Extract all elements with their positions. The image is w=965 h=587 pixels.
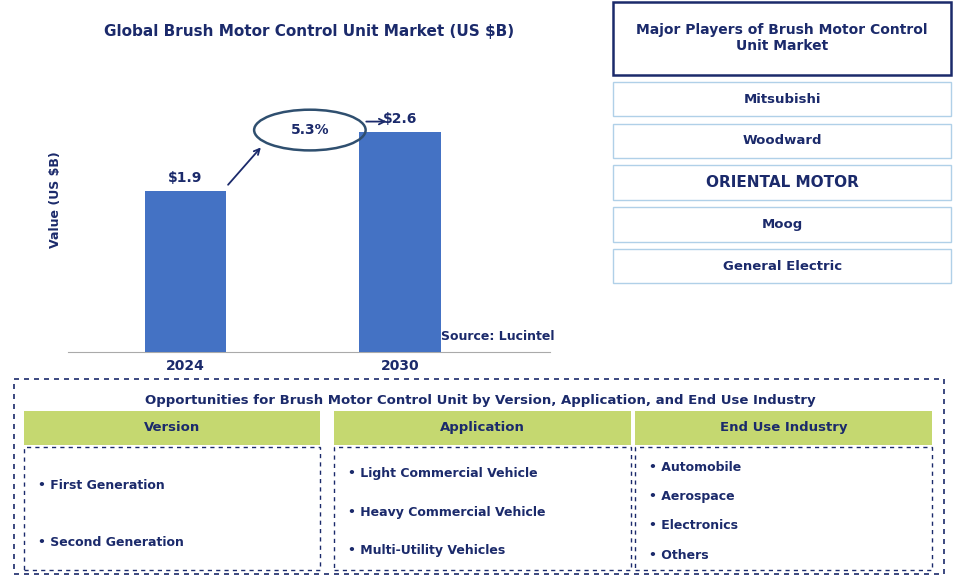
FancyBboxPatch shape — [613, 166, 951, 200]
Text: • Light Commercial Vehicle: • Light Commercial Vehicle — [348, 467, 538, 480]
FancyBboxPatch shape — [613, 249, 951, 284]
Title: Global Brush Motor Control Unit Market (US $B): Global Brush Motor Control Unit Market (… — [104, 24, 514, 39]
Text: • Automobile: • Automobile — [649, 461, 742, 474]
Text: ORIENTAL MOTOR: ORIENTAL MOTOR — [705, 175, 859, 190]
Text: General Electric: General Electric — [723, 259, 841, 272]
Text: • Second Generation: • Second Generation — [38, 535, 183, 548]
Text: • Heavy Commercial Vehicle: • Heavy Commercial Vehicle — [348, 505, 546, 519]
Text: $1.9: $1.9 — [168, 171, 203, 185]
FancyBboxPatch shape — [24, 411, 320, 444]
FancyBboxPatch shape — [613, 124, 951, 158]
Text: Mitsubishi: Mitsubishi — [743, 93, 821, 106]
Text: • Electronics: • Electronics — [649, 519, 738, 532]
Bar — [145, 191, 226, 352]
Text: Woodward: Woodward — [742, 134, 822, 147]
FancyBboxPatch shape — [24, 447, 320, 570]
Y-axis label: Value (US $B): Value (US $B) — [49, 151, 62, 248]
Text: • Others: • Others — [649, 549, 709, 562]
Bar — [359, 131, 441, 352]
Text: Opportunities for Brush Motor Control Unit by Version, Application, and End Use : Opportunities for Brush Motor Control Un… — [145, 394, 815, 407]
Text: Version: Version — [144, 421, 200, 434]
Text: Major Players of Brush Motor Control
Unit Market: Major Players of Brush Motor Control Uni… — [636, 23, 928, 53]
Text: Moog: Moog — [761, 218, 803, 231]
Text: • First Generation: • First Generation — [38, 480, 165, 492]
FancyBboxPatch shape — [613, 2, 951, 75]
Text: Source: Lucintel: Source: Lucintel — [441, 330, 555, 343]
Text: $2.6: $2.6 — [383, 112, 417, 126]
FancyBboxPatch shape — [334, 411, 630, 444]
FancyBboxPatch shape — [334, 447, 630, 570]
Text: • Aerospace: • Aerospace — [649, 490, 735, 503]
Text: End Use Industry: End Use Industry — [720, 421, 847, 434]
FancyBboxPatch shape — [613, 207, 951, 241]
FancyBboxPatch shape — [635, 411, 931, 444]
FancyBboxPatch shape — [613, 82, 951, 116]
FancyBboxPatch shape — [14, 379, 944, 574]
Text: Application: Application — [440, 421, 525, 434]
Text: 5.3%: 5.3% — [290, 123, 329, 137]
FancyBboxPatch shape — [635, 447, 931, 570]
Text: • Multi-Utility Vehicles: • Multi-Utility Vehicles — [348, 544, 506, 557]
